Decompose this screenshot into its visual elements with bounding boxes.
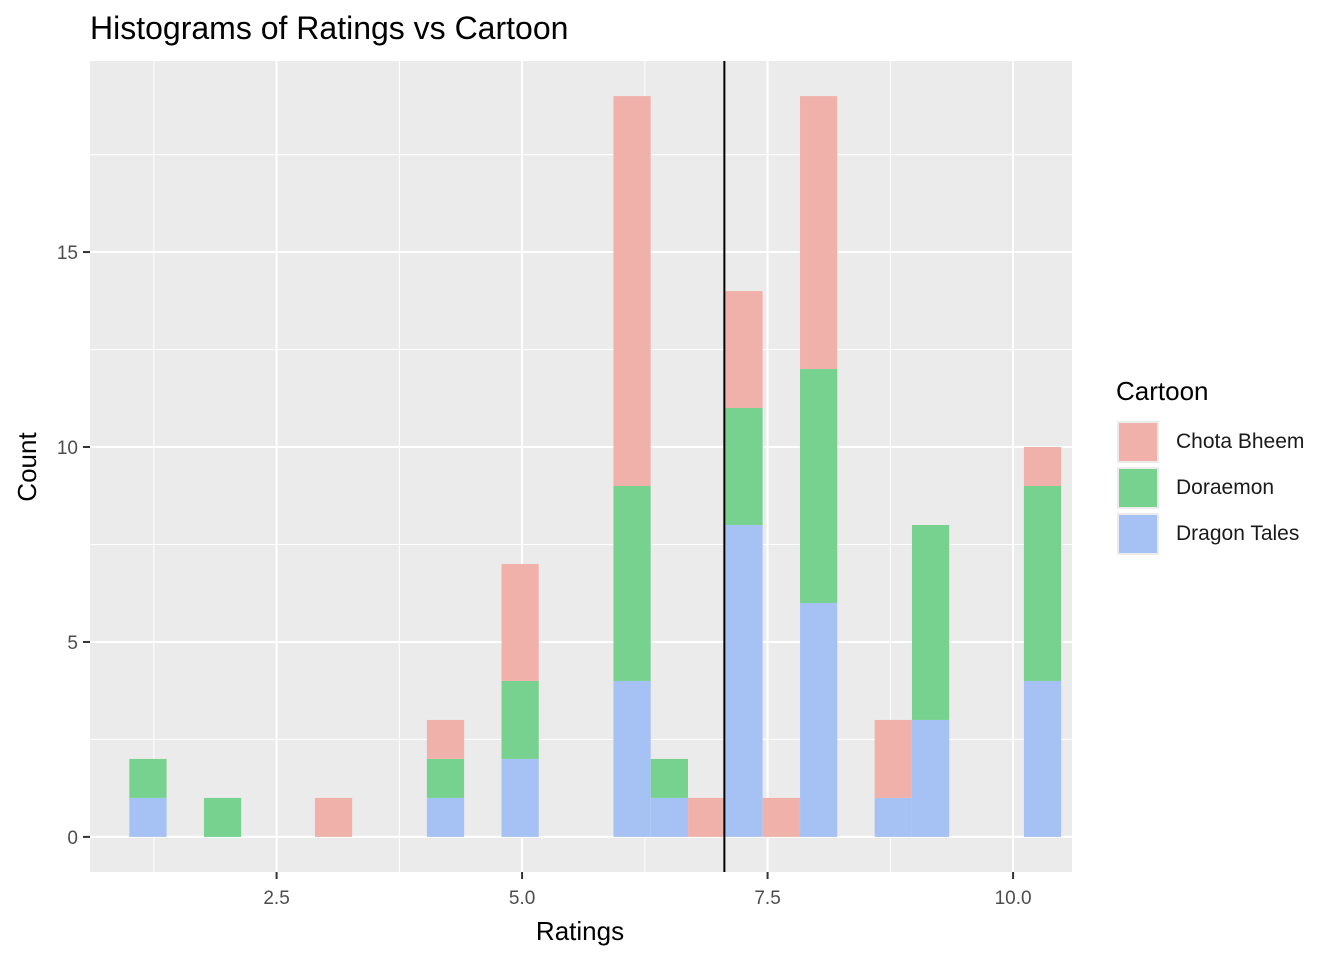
x-tick-label: 2.5 — [263, 888, 289, 909]
bars-layer — [129, 96, 1062, 837]
bar-doraemon — [725, 408, 763, 525]
bar-doraemon — [203, 797, 242, 837]
x-tick-label: 7.5 — [754, 888, 780, 909]
x-axis: 2.5 5.0 7.5 10.0 — [263, 872, 1032, 909]
legend-label-chota-bheem: Chota Bheem — [1176, 430, 1305, 453]
legend-item-chota-bheem: Chota Bheem — [1116, 419, 1336, 465]
legend: Cartoon Chota Bheem Doraemon Dragon Tale… — [1116, 376, 1336, 557]
major-gridlines — [90, 61, 1072, 872]
y-tick-label: 0 — [67, 828, 78, 849]
bar-chota-bheem — [613, 96, 651, 486]
legend-item-dragon-tales: Dragon Tales — [1116, 511, 1336, 557]
y-tick-label: 10 — [57, 438, 78, 459]
bar-dragon-tales — [426, 797, 465, 837]
y-tick-label: 15 — [57, 243, 78, 264]
bar-dragon-tales — [501, 758, 539, 837]
bar-doraemon — [426, 758, 465, 798]
bar-doraemon — [129, 758, 167, 798]
legend-item-doraemon: Doraemon — [1116, 465, 1336, 511]
bar-chota-bheem — [725, 291, 763, 409]
legend-label-dragon-tales: Dragon Tales — [1176, 522, 1300, 545]
bar-doraemon — [1023, 485, 1062, 681]
bar-chota-bheem — [501, 563, 539, 681]
y-tick-label: 5 — [67, 633, 78, 654]
bar-dragon-tales — [650, 797, 689, 837]
bar-chota-bheem — [762, 797, 800, 837]
y-axis: 0 5 10 15 — [57, 243, 90, 849]
bar-dragon-tales — [1023, 680, 1062, 837]
bar-dragon-tales — [725, 524, 763, 837]
bar-dragon-tales — [613, 680, 651, 837]
bar-chota-bheem — [800, 96, 838, 370]
legend-label-doraemon: Doraemon — [1176, 476, 1275, 499]
bar-doraemon — [501, 680, 539, 759]
bar-doraemon — [613, 485, 651, 681]
bar-doraemon — [800, 369, 838, 603]
bar-chota-bheem — [874, 719, 912, 798]
bar-chota-bheem — [426, 719, 465, 759]
bar-chota-bheem — [1023, 447, 1062, 486]
bar-dragon-tales — [874, 797, 912, 837]
bar-chota-bheem — [314, 797, 353, 837]
bar-chota-bheem — [688, 797, 726, 837]
bar-doraemon — [650, 758, 689, 798]
bar-dragon-tales — [911, 719, 950, 837]
legend-swatch-chota-bheem — [1116, 420, 1160, 464]
x-axis-label: Ratings — [536, 916, 624, 946]
legend-swatch-dragon-tales — [1116, 512, 1160, 556]
x-tick-label: 10.0 — [995, 888, 1032, 909]
chart-title: Histograms of Ratings vs Cartoon — [90, 10, 569, 46]
legend-swatch-doraemon — [1116, 466, 1160, 510]
bar-dragon-tales — [800, 602, 838, 837]
bar-dragon-tales — [129, 797, 167, 837]
x-tick-label: 5.0 — [509, 888, 535, 909]
legend-title: Cartoon — [1116, 376, 1209, 406]
y-axis-label: Count — [12, 432, 42, 502]
bar-doraemon — [911, 524, 950, 720]
